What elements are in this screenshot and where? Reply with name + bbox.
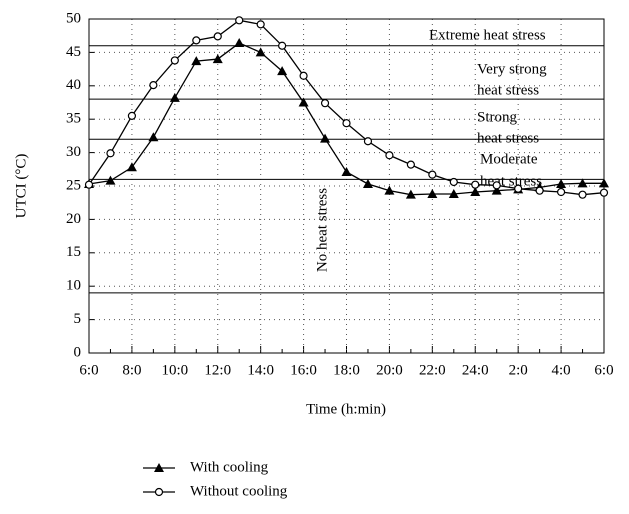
marker (449, 177, 458, 187)
x-tick-label: 8:0 (122, 362, 141, 378)
marker (170, 56, 179, 65)
zone-label: Extreme heat stress (429, 27, 546, 43)
marker (491, 185, 502, 195)
zone-label: Moderate (480, 151, 538, 167)
x-tick-label: 24:0 (462, 362, 489, 378)
y-tick-label: 45 (66, 44, 81, 60)
marker (212, 54, 223, 64)
marker (298, 97, 309, 107)
marker (384, 185, 395, 195)
marker (406, 160, 415, 169)
y-tick-label: 25 (66, 177, 81, 193)
marker (514, 184, 523, 193)
y-tick-label: 15 (66, 244, 81, 260)
x-tick-label: 22:0 (419, 362, 446, 378)
y-tick-label: 0 (74, 344, 82, 360)
marker (148, 132, 159, 142)
y-tick-label: 30 (66, 144, 81, 160)
marker (535, 186, 544, 195)
y-tick-label: 40 (66, 77, 81, 93)
marker (405, 189, 416, 199)
legend-label: With cooling (190, 459, 269, 475)
zone-label: No heat stress (314, 188, 330, 272)
x-tick-label: 6:0 (79, 362, 98, 378)
y-tick-label: 20 (66, 211, 81, 227)
x-tick-label: 12:0 (204, 362, 231, 378)
marker (191, 56, 202, 66)
marker (105, 175, 116, 185)
y-tick-label: 50 (66, 10, 81, 26)
marker (255, 47, 266, 57)
marker (192, 36, 201, 45)
x-tick-label: 18:0 (333, 362, 360, 378)
marker (106, 149, 115, 158)
legend-marker (154, 487, 164, 497)
marker (342, 119, 351, 128)
marker (577, 178, 588, 188)
marker (256, 20, 265, 29)
marker (385, 151, 394, 160)
marker (363, 137, 373, 146)
marker (278, 41, 287, 50)
marker (599, 188, 609, 197)
y-axis-label: UTCI (°C) (13, 154, 29, 219)
x-tick-label: 16:0 (290, 362, 317, 378)
marker (235, 16, 244, 25)
marker (84, 180, 94, 189)
zone-label: Strong (477, 109, 518, 125)
x-tick-label: 14:0 (247, 362, 274, 378)
y-tick-label: 10 (66, 278, 81, 294)
marker (427, 189, 438, 199)
zone-label: Very strong (477, 61, 547, 77)
x-tick-label: 6:0 (594, 362, 613, 378)
x-tick-label: 2:0 (509, 362, 528, 378)
zone-label: heat stress (477, 130, 539, 146)
marker (578, 190, 587, 199)
marker (320, 133, 331, 143)
zone-label: heat stress (477, 82, 539, 98)
marker (277, 66, 288, 76)
marker (556, 187, 566, 197)
marker (127, 111, 137, 120)
y-tick-label: 5 (74, 311, 82, 327)
marker (471, 180, 480, 189)
y-tick-label: 35 (66, 111, 81, 127)
marker (470, 187, 481, 197)
x-axis-label: Time (h:min) (306, 401, 386, 417)
marker (599, 178, 609, 188)
marker (299, 71, 308, 80)
marker (556, 178, 567, 188)
marker (149, 81, 158, 90)
marker (492, 181, 501, 190)
marker (448, 189, 459, 199)
marker (126, 162, 137, 172)
x-tick-label: 10:0 (161, 362, 188, 378)
marker (341, 166, 352, 176)
legend-marker (154, 463, 164, 472)
marker (234, 38, 245, 48)
legend-label: Without cooling (190, 483, 288, 499)
x-tick-label: 4:0 (551, 362, 570, 378)
marker (213, 32, 222, 41)
marker (169, 92, 180, 102)
marker (428, 170, 437, 179)
marker (362, 178, 373, 188)
x-tick-label: 20:0 (376, 362, 403, 378)
marker (320, 99, 330, 108)
